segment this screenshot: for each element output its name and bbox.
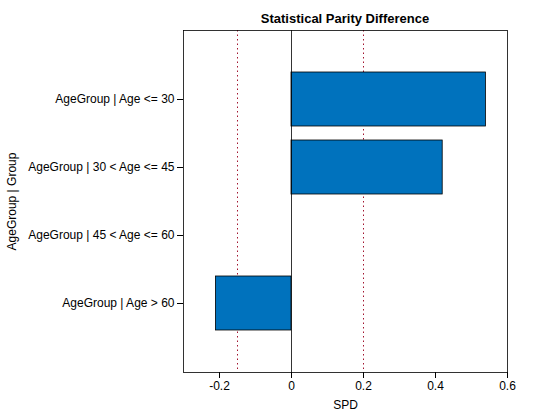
svg-text:AgeGroup | Age <= 30: AgeGroup | Age <= 30 <box>55 92 175 106</box>
svg-text:AgeGroup | 30 < Age <= 45: AgeGroup | 30 < Age <= 45 <box>28 160 175 174</box>
svg-text:AgeGroup | Group: AgeGroup | Group <box>5 152 19 250</box>
svg-text:0: 0 <box>288 379 295 393</box>
html-text:Statistical Parity Difference: Statistical Parity Difference <box>260 11 430 26</box>
svg-text:AgeGroup | 45 < Age <= 60: AgeGroup | 45 < Age <= 60 <box>28 228 175 242</box>
svg-text:-0.2: -0.2 <box>209 379 230 393</box>
svg-text:AgeGroup | Age > 60: AgeGroup | Age > 60 <box>62 296 175 310</box>
svg-text:0.2: 0.2 <box>355 379 372 393</box>
svg-text:0.6: 0.6 <box>499 379 516 393</box>
svg-text:SPD: SPD <box>333 398 358 412</box>
svg-text:0.4: 0.4 <box>427 379 444 393</box>
